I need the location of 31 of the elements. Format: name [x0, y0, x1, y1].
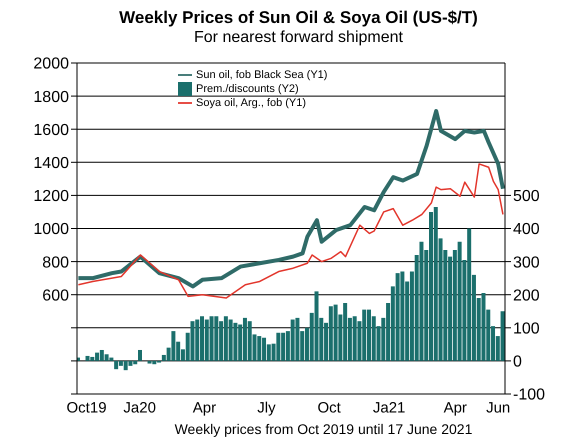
- y2-tick-label: 500: [513, 188, 540, 206]
- x-tick-label: Ja20: [123, 400, 156, 417]
- x-tick-label: Oct19: [66, 400, 107, 417]
- x-axis-title: Weekly prices from Oct 2019 until 17 June 2021: [174, 421, 474, 437]
- bar: [77, 358, 80, 361]
- x-tick-label: Jly: [257, 400, 276, 417]
- y-tick-label: 600: [42, 287, 70, 304]
- legend-label: Soya oil, Arg., fob (Y1): [196, 96, 306, 109]
- bar: [138, 350, 142, 361]
- y2-tick-label: 200: [513, 287, 540, 304]
- y2-tick-label: 400: [513, 221, 540, 238]
- chart-title: Weekly Prices of Sun Oil & Soya Oil (US-$/T): [118, 8, 479, 28]
- x-tick-label: Oct: [317, 400, 342, 417]
- y-tick-label: 1600: [33, 122, 70, 139]
- y2-tick-label: -100: [513, 386, 546, 404]
- y2-tick-label: 300: [513, 254, 540, 272]
- legend-label: Sun oil, fob Black Sea (Y1): [196, 68, 328, 81]
- y-tick-label: 1000: [33, 221, 70, 238]
- x-tick-label: Apr: [192, 400, 216, 417]
- y-tick-label: 800: [42, 254, 70, 272]
- y2-tick-label: 100: [513, 320, 540, 338]
- x-tick-label: Jun: [486, 400, 510, 417]
- y-tick-label: 2000: [33, 56, 70, 73]
- legend-label: Prem./discounts (Y2): [196, 82, 299, 95]
- x-tick-label: Apr: [444, 400, 467, 417]
- x-tick-label: Ja21: [372, 400, 406, 417]
- y-tick-label: 1800: [33, 88, 70, 106]
- y-tick-label: 1400: [33, 154, 70, 172]
- y-tick-label: 1200: [33, 188, 70, 206]
- chart-subtitle: For nearest forward shipment: [193, 28, 404, 47]
- y2-tick-label: 0: [513, 354, 522, 371]
